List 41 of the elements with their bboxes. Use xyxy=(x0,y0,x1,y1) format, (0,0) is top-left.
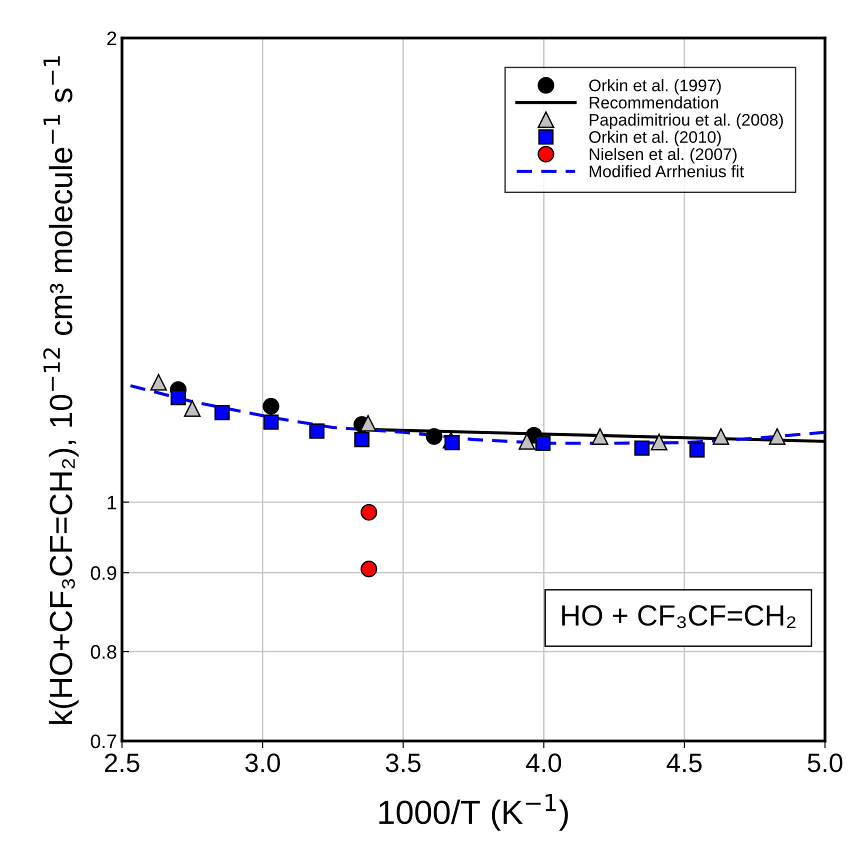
point xyxy=(214,405,230,420)
point xyxy=(592,428,608,445)
x-tick-label: 2.5 xyxy=(104,754,140,772)
x-tick-label: 3.5 xyxy=(386,754,420,772)
point xyxy=(518,433,536,450)
y-tick-label: 0.7 xyxy=(90,734,116,748)
point xyxy=(170,390,186,406)
legend-label: Papadimitriou et al. (2008) xyxy=(590,113,783,130)
x-tick-label: 5.0 xyxy=(808,754,842,772)
y-axis-title: k(HO+CF₃CF=CH₂), 10$^{−12}$ cm³ molecule$^{−1}$ s$^{−1}$ xyxy=(43,56,79,724)
point xyxy=(768,428,786,445)
point xyxy=(444,434,460,450)
x-axis-title: 1000/T (K$^{−1}$) xyxy=(379,794,568,831)
x-tick-label: 4.0 xyxy=(526,754,562,772)
y-tick-label: 2 xyxy=(107,31,116,46)
point xyxy=(184,400,201,417)
point xyxy=(650,434,668,450)
x-tick-label: 3.0 xyxy=(245,754,280,772)
legend-label: Orkin et al. (1997) xyxy=(589,79,721,95)
point xyxy=(712,428,730,445)
point xyxy=(360,504,378,521)
legend-label: Modified Arrhenius fit xyxy=(590,165,744,178)
point xyxy=(150,374,167,391)
x-tick-label: 4.5 xyxy=(666,754,702,772)
point xyxy=(354,432,370,448)
point xyxy=(535,436,551,451)
annotation: HO + CF₃CF=CH₂ xyxy=(562,605,796,628)
point xyxy=(360,560,378,578)
point xyxy=(262,398,280,415)
point xyxy=(360,414,376,432)
y-tick-label: 0.8 xyxy=(90,645,116,659)
point xyxy=(689,442,705,458)
y-tick-label: 1 xyxy=(108,496,116,510)
legend-label: Nielsen et al. (2007) xyxy=(590,148,737,164)
point xyxy=(634,440,650,456)
legend-label: Recommendation xyxy=(590,96,718,109)
point xyxy=(426,428,442,445)
legend-label: Orkin et al. (2010) xyxy=(589,130,721,146)
point xyxy=(309,423,325,439)
y-tick-label: 0.9 xyxy=(90,566,116,580)
point xyxy=(263,414,279,430)
